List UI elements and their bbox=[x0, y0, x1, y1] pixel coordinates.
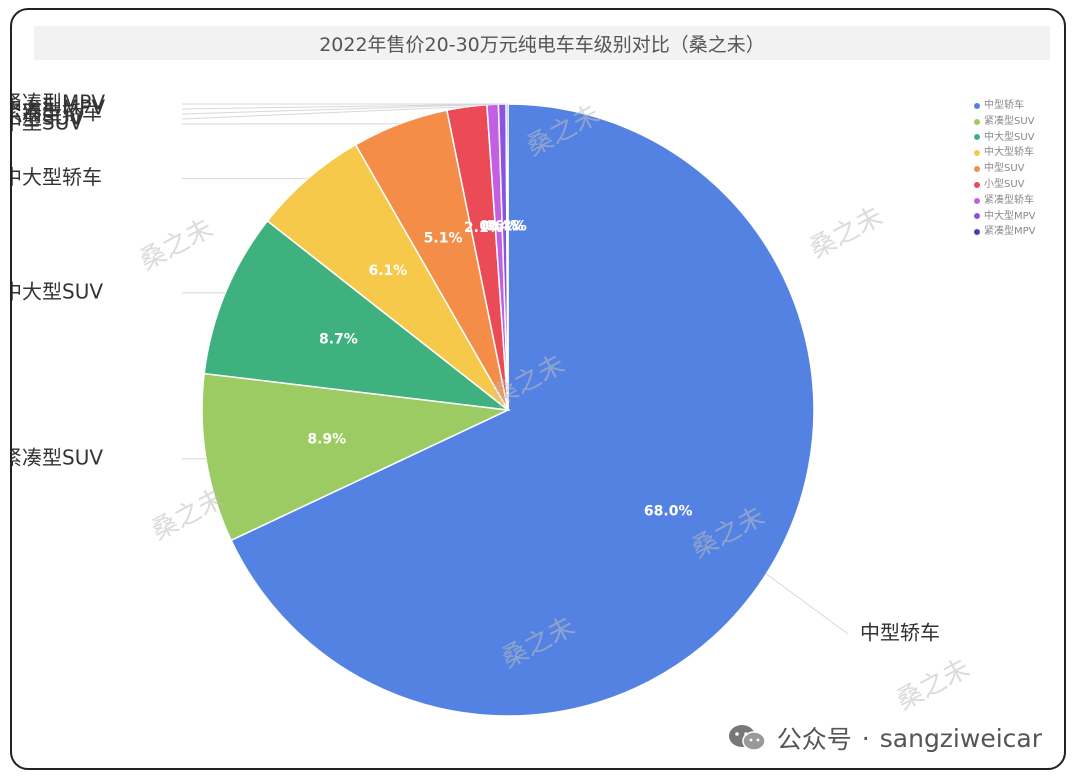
pie-slice bbox=[266, 143, 509, 411]
legend-label: 中型轿车 bbox=[984, 100, 1024, 111]
pie-slice bbox=[230, 103, 815, 717]
category-labels: 中型轿车 紧凑型MPV中大型MPV紧凑型轿车小型SUV中型SUV 中大型轿车中大型S… bbox=[12, 91, 940, 645]
pie-slice bbox=[201, 372, 511, 542]
legend-swatch bbox=[974, 150, 980, 157]
legend-swatch bbox=[974, 118, 980, 125]
leader-line bbox=[181, 103, 493, 115]
leader-lines bbox=[181, 103, 849, 635]
leader-line bbox=[181, 103, 503, 110]
chart-frame: 2022年售价20-30万元纯电车车级别对比（桑之未） 68.0% 8.9% 8.7… bbox=[10, 8, 1066, 770]
slice-percent-label: 8.9% bbox=[307, 431, 346, 447]
slice-percent-label: 5.1% bbox=[424, 230, 463, 246]
legend-item[interactable]: 中型SUV bbox=[974, 161, 1036, 177]
slice-percent-label: 0.6% bbox=[479, 219, 518, 235]
watermark: 桑之未 bbox=[892, 653, 975, 716]
footer-separator: · bbox=[861, 723, 870, 753]
pie-slices bbox=[201, 103, 815, 717]
legend-label: 中型SUV bbox=[984, 163, 1025, 175]
legend-label: 紧凑型轿车 bbox=[984, 194, 1034, 206]
chart-legend: 中型轿车紧凑型SUV 中大型SUV 中大型轿车中型SUV 小型SUV 紧凑型轿车中大型M… bbox=[974, 98, 1036, 240]
category-label: 紧凑型轿车 bbox=[12, 101, 102, 125]
leader-line bbox=[181, 106, 467, 120]
slice-percent-label: 2.1% bbox=[464, 220, 503, 236]
chart-title: 2022年售价20-30万元纯电车车级别对比（桑之未） bbox=[34, 26, 1050, 60]
legend-item[interactable]: 中大型轿车 bbox=[974, 145, 1036, 161]
slice-percent-label: 0.1% bbox=[488, 218, 527, 234]
legend-swatch bbox=[974, 134, 980, 141]
wechat-icon bbox=[728, 725, 766, 751]
legend-swatch bbox=[974, 166, 980, 173]
legend-item[interactable]: 紧凑型轿车 bbox=[974, 193, 1036, 209]
category-label: 中大型MPV bbox=[12, 96, 105, 120]
legend-swatch bbox=[974, 102, 980, 109]
legend-item[interactable]: 中大型MPV bbox=[974, 209, 1036, 225]
leader-line bbox=[766, 573, 849, 635]
footer: 公众号 · sangziweicar bbox=[727, 720, 1042, 756]
watermark: 桑之未 bbox=[135, 213, 218, 276]
category-label: 紧凑型MPV bbox=[12, 91, 105, 115]
legend-label: 紧凑型SUV bbox=[984, 115, 1035, 127]
slice-percent-label: 68.0% bbox=[644, 504, 693, 520]
percent-labels: 68.0% 8.9% 8.7% 6.1% 5.1%2.1%0.6%0.4%0.1% bbox=[307, 218, 692, 519]
legend-label: 中大型轿车 bbox=[984, 147, 1034, 159]
slice-percent-label: 8.7% bbox=[319, 332, 358, 348]
legend-item[interactable]: 小型SUV bbox=[974, 177, 1036, 193]
legend-item[interactable]: 中型轿车 bbox=[974, 98, 1036, 114]
pie-chart: 68.0% 8.9% 8.7% 6.1% 5.1%2.1%0.6%0.4%0.1% 中型… bbox=[12, 91, 975, 717]
category-label: 中大型SUV bbox=[12, 279, 103, 303]
watermark: 桑之未 bbox=[805, 201, 888, 264]
category-label: 小型SUV bbox=[12, 106, 83, 130]
category-label: 中大型轿车 bbox=[12, 165, 102, 189]
footer-account: sangziweicar bbox=[879, 723, 1042, 753]
legend-item[interactable]: 中大型SUV bbox=[974, 130, 1036, 146]
legend-swatch bbox=[974, 213, 980, 220]
slice-percent-label: 6.1% bbox=[368, 263, 407, 279]
category-label: 中型SUV bbox=[12, 111, 83, 135]
legend-label: 小型SUV bbox=[984, 178, 1025, 190]
footer-label: 公众号 bbox=[776, 725, 852, 754]
watermark: 桑之未 bbox=[147, 483, 230, 546]
legend-swatch bbox=[974, 229, 980, 236]
legend-swatch bbox=[974, 197, 980, 204]
legend-item[interactable]: 紧凑型SUV bbox=[974, 114, 1036, 130]
legend-swatch bbox=[974, 181, 980, 188]
legend-item[interactable]: 紧凑型MPV bbox=[974, 224, 1036, 240]
legend-label: 中大型MPV bbox=[984, 210, 1036, 222]
legend-label: 紧凑型MPV bbox=[984, 226, 1036, 238]
legend-label: 中大型SUV bbox=[984, 131, 1035, 143]
category-label: 紧凑型SUV bbox=[12, 445, 103, 469]
slice-percent-label: 0.4% bbox=[485, 218, 524, 234]
category-label: 中型轿车 bbox=[860, 621, 940, 645]
